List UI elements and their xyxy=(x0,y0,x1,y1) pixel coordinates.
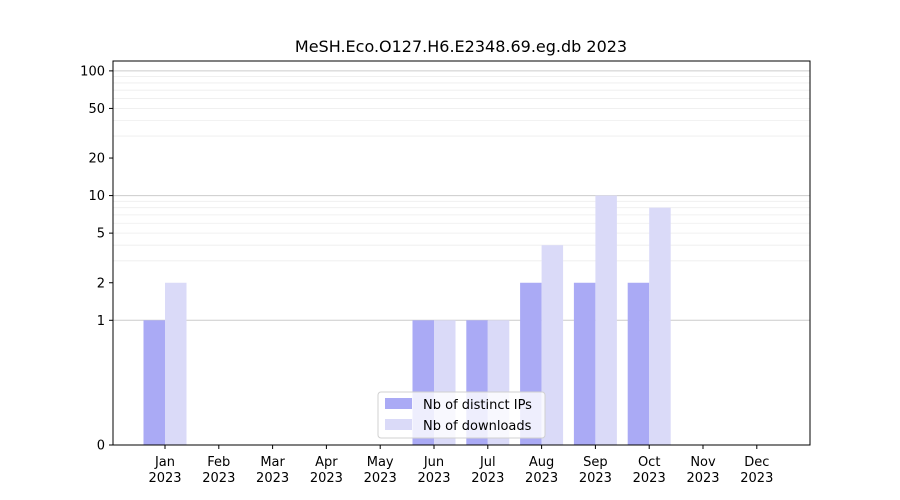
x-tick-label-year: 2023 xyxy=(471,471,504,486)
y-tick-label: 100 xyxy=(80,64,105,79)
x-tick-label-year: 2023 xyxy=(256,471,289,486)
y-tick-label: 1 xyxy=(97,314,105,329)
x-tick-label-year: 2023 xyxy=(686,471,719,486)
x-tick-label-year: 2023 xyxy=(202,471,235,486)
x-tick-label-month: Mar xyxy=(260,455,285,470)
grid-lines xyxy=(113,70,810,321)
bar-distinct-ips-oct xyxy=(627,282,650,445)
x-tick-label-year: 2023 xyxy=(364,471,397,486)
x-tick-label-year: 2023 xyxy=(633,471,666,486)
y-tick-label: 20 xyxy=(88,152,105,167)
bar-downloads-aug xyxy=(541,245,564,445)
x-tick-label-month: Apr xyxy=(315,455,338,470)
x-tick-label-month: Jun xyxy=(423,455,444,470)
y-tick-label: 10 xyxy=(88,189,105,204)
x-tick-label-month: Jul xyxy=(479,455,496,470)
y-tick-label: 2 xyxy=(97,276,105,291)
plot-frame xyxy=(112,60,811,446)
x-tick-label-year: 2023 xyxy=(310,471,343,486)
x-tick-label-year: 2023 xyxy=(525,471,558,486)
y-tick-label: 50 xyxy=(88,102,105,117)
legend-label-distinct-ips: Nb of distinct IPs xyxy=(423,398,532,413)
bar-distinct-ips-sep xyxy=(573,282,596,445)
axes: 0125102050100Jan2023Feb2023Mar2023Apr202… xyxy=(80,60,811,486)
bar-downloads-oct xyxy=(649,207,671,445)
x-tick-label-month: May xyxy=(367,455,394,470)
x-tick-label-month: Jan xyxy=(154,455,175,470)
chart-title: MeSH.Eco.O127.H6.E2348.69.eg.db 2023 xyxy=(295,37,627,56)
y-tick-label: 5 xyxy=(97,227,105,242)
x-tick-label-year: 2023 xyxy=(148,471,181,486)
x-tick-label-month: Dec xyxy=(744,455,769,470)
legend-box xyxy=(377,391,546,439)
x-tick-label-year: 2023 xyxy=(579,471,612,486)
x-tick-label-year: 2023 xyxy=(740,471,773,486)
x-tick-label-month: Feb xyxy=(207,455,230,470)
y-tick-label: 0 xyxy=(97,439,105,454)
legend-label-downloads: Nb of downloads xyxy=(423,419,532,434)
bar-downloads-jan xyxy=(165,282,187,445)
legend-swatch-distinct-ips xyxy=(385,398,412,409)
bar-downloads-sep xyxy=(595,195,617,445)
x-tick-label-year: 2023 xyxy=(417,471,450,486)
x-tick-label-month: Oct xyxy=(638,455,660,470)
x-tick-label-month: Aug xyxy=(529,455,554,470)
x-tick-label-month: Nov xyxy=(690,455,716,470)
legend: Nb of distinct IPs Nb of downloads xyxy=(377,391,546,439)
x-tick-label-month: Sep xyxy=(583,455,608,470)
bar-distinct-ips-jan xyxy=(143,320,165,445)
legend-swatch-downloads xyxy=(385,419,412,430)
